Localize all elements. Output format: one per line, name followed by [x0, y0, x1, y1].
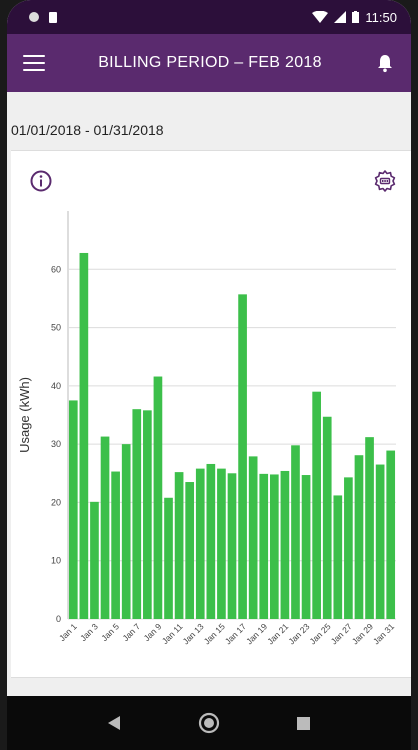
x-tick-label: Jan 3: [78, 621, 100, 643]
gear-icon[interactable]: [373, 169, 397, 193]
bar-jan-22: [291, 445, 300, 619]
x-tick-label: Jan 21: [265, 621, 290, 646]
bar-jan-21: [280, 470, 290, 619]
notification-dot-icon: [29, 12, 39, 22]
billing-date-range: 01/01/2018 - 01/31/2018: [11, 122, 164, 138]
bar-jan-4: [100, 436, 110, 619]
x-tick-label: Jan 11: [160, 621, 185, 646]
x-tick-label: Jan 31: [371, 621, 396, 646]
recents-square-icon: [297, 716, 311, 730]
x-tick-label: Jan 17: [223, 621, 248, 646]
navigation-bar: [7, 696, 411, 750]
bar-jan-9: [153, 376, 163, 619]
x-tick-label: Jan 23: [286, 621, 311, 646]
battery-icon: [352, 11, 360, 23]
back-triangle-icon: [108, 716, 121, 730]
y-tick-label: 10: [51, 556, 61, 566]
bar-jan-25: [322, 416, 332, 619]
bar-jan-10: [164, 497, 173, 619]
bar-jan-1: [68, 400, 78, 619]
bar-jan-23: [301, 475, 311, 619]
y-tick-label: 20: [51, 497, 61, 507]
bar-jan-29: [365, 437, 374, 619]
sim-card-icon: [49, 11, 57, 23]
page-title: BILLING PERIOD – FEB 2018: [98, 54, 322, 71]
app-bar: BILLING PERIOD – FEB 2018: [7, 34, 411, 92]
x-tick-label: Jan 29: [350, 621, 375, 646]
bar-jan-26: [333, 495, 343, 619]
home-circle-icon: [198, 712, 220, 734]
y-tick-label: 0: [56, 614, 61, 624]
bell-icon[interactable]: [375, 53, 395, 73]
bar-jan-3: [90, 501, 99, 619]
hamburger-menu-icon[interactable]: [23, 55, 45, 71]
bar-jan-8: [143, 410, 152, 619]
y-axis-title: Usage (kWh): [17, 377, 32, 453]
phone-screen: 11:50 BILLING PERIOD – FEB 2018 01/01/20…: [7, 0, 411, 750]
y-tick-label: 50: [51, 323, 61, 333]
bar-jan-2: [79, 252, 89, 620]
status-right-icons: 11:50: [312, 10, 397, 25]
bar-jan-13: [195, 468, 205, 619]
bar-jan-12: [185, 482, 195, 619]
bar-jan-19: [259, 473, 269, 619]
recents-button[interactable]: [284, 703, 324, 743]
bar-jan-28: [354, 455, 364, 619]
y-tick-label: 30: [51, 439, 61, 449]
bar-jan-20: [269, 474, 279, 619]
x-tick-label: Jan 1: [57, 621, 79, 643]
wifi-icon: [312, 11, 329, 23]
x-tick-label: Jan 13: [181, 621, 206, 646]
info-icon[interactable]: [29, 169, 53, 193]
bar-jan-16: [227, 473, 237, 619]
bar-jan-6: [121, 444, 131, 619]
status-bar: 11:50: [7, 0, 411, 34]
y-tick-label: 60: [51, 264, 61, 274]
bar-jan-30: [375, 464, 385, 619]
x-tick-label: Jan 7: [120, 621, 142, 643]
x-tick-label: Jan 19: [244, 621, 269, 646]
back-button[interactable]: [94, 703, 134, 743]
bar-jan-31: [386, 450, 396, 619]
signal-icon: [334, 11, 347, 23]
y-tick-label: 40: [51, 381, 61, 391]
bar-jan-17: [238, 294, 247, 619]
bar-jan-5: [111, 471, 120, 619]
x-tick-label: Jan 5: [99, 621, 121, 643]
bar-jan-15: [217, 468, 226, 619]
bar-jan-14: [206, 463, 216, 619]
bar-jan-18: [248, 456, 258, 619]
bar-jan-24: [312, 391, 321, 619]
bar-jan-27: [344, 477, 353, 619]
status-time: 11:50: [365, 9, 397, 25]
x-tick-label: Jan 25: [308, 621, 333, 646]
x-tick-label: Jan 27: [329, 621, 354, 646]
bar-jan-7: [132, 409, 142, 619]
bar-jan-11: [174, 472, 184, 619]
status-left-icons: [29, 11, 57, 23]
x-tick-label: Jan 15: [202, 621, 227, 646]
home-button[interactable]: [189, 703, 229, 743]
